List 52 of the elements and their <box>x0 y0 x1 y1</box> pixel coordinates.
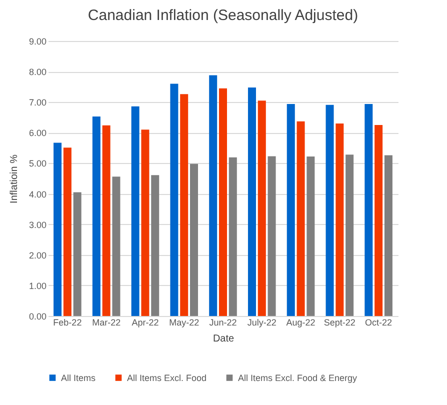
y-tick-label: 7.00 <box>28 98 46 108</box>
bar <box>326 104 334 316</box>
x-tick-label: Aug-22 <box>286 318 316 328</box>
y-axis-title: Inflatioin % <box>8 154 20 204</box>
bar <box>180 94 188 316</box>
y-tick-label: 8.00 <box>28 67 46 78</box>
bar <box>384 155 392 316</box>
x-tick-label: Feb-22 <box>53 318 82 328</box>
bar <box>141 130 150 316</box>
x-axis-title: Date <box>212 334 234 344</box>
bar <box>248 87 256 316</box>
x-tick-label: Apr-22 <box>132 318 159 328</box>
x-tick-label: Sept-22 <box>324 318 356 328</box>
x-tick-label: Mar-22 <box>92 318 121 328</box>
bar <box>209 75 218 316</box>
bar <box>228 157 237 316</box>
bar <box>336 124 344 316</box>
bar <box>258 100 266 316</box>
bar <box>54 142 62 316</box>
y-tick-label: 4.00 <box>28 189 46 200</box>
chart-title: Canadian Inflation (Seasonally Adjusted) <box>88 7 358 24</box>
bar <box>92 116 100 316</box>
bar <box>219 88 227 316</box>
y-tick-label: 3.00 <box>28 220 46 230</box>
legend-label: All Items Excl. Food <box>127 372 207 383</box>
bar <box>170 84 178 316</box>
bar <box>112 176 120 316</box>
y-tick-label: 5.00 <box>28 158 46 169</box>
bar <box>374 125 383 316</box>
bar <box>364 104 373 316</box>
y-tick-label: 1.00 <box>28 280 46 291</box>
bar <box>268 156 276 316</box>
legend-label: All Items Excl. Food & Energy <box>238 372 358 383</box>
bar <box>346 154 354 316</box>
y-tick-label: 6.00 <box>28 128 46 138</box>
x-tick-label: July-22 <box>247 318 276 328</box>
bar <box>190 164 198 316</box>
bar <box>73 192 82 316</box>
x-tick-label: May-22 <box>169 318 200 328</box>
x-tick-label: Jun-22 <box>209 318 237 328</box>
bar <box>102 125 110 316</box>
y-tick-label: 2.00 <box>28 250 46 260</box>
x-tick-label: Oct-22 <box>365 318 392 328</box>
bar <box>296 121 305 316</box>
bar <box>131 106 140 316</box>
bar <box>286 104 295 316</box>
bar <box>306 156 315 316</box>
legend-label: All Items <box>61 372 96 383</box>
y-tick-label: 9.00 <box>28 36 46 46</box>
y-tick-label: 0.00 <box>28 312 46 322</box>
bar <box>63 148 72 316</box>
bar <box>151 175 160 316</box>
